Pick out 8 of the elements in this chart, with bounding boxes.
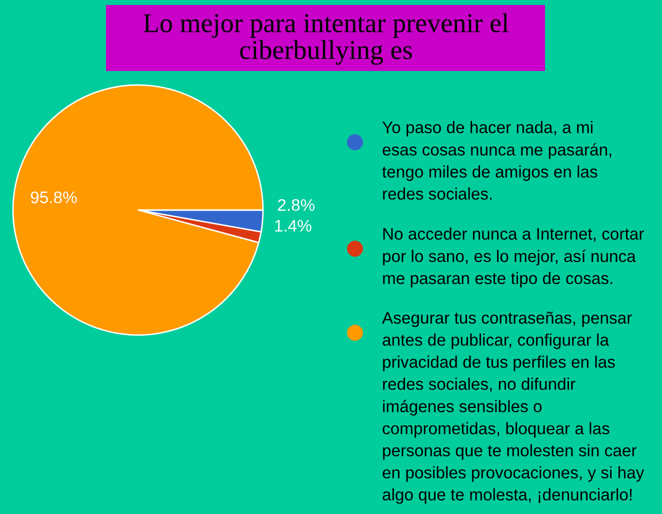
category-label: Asegurar tus contraseñas, pensar antes de publicar, configurar la privacidad de tus perfiles en las redes sociales, no difundir imágenes sensibles o comprometidas, bloquear a las personas que te molesten sin caer en posibles provocaciones, y si hay algo que te molesta, ¡denunciarlo! — [382, 312, 644, 504]
legend-label: No acceder nunca a Internet, cortar por lo sano, es lo mejor, así nunca me pasaran este tipo de cosas. — [383, 228, 644, 288]
data-label: 1.4% — [275, 220, 312, 232]
pie-slice — [12, 84, 264, 336]
data-label: 2.8% — [278, 199, 315, 211]
chart-title: Lo mejor para intentar prevenir el ciberbullying es — [144, 13, 509, 65]
legend-label: Yo paso de hacer nada, a mi esas cosas nunca me pasarán, tengo miles de amigos en las redes sociales. — [382, 121, 612, 200]
data-label: 95.8% — [30, 191, 77, 204]
